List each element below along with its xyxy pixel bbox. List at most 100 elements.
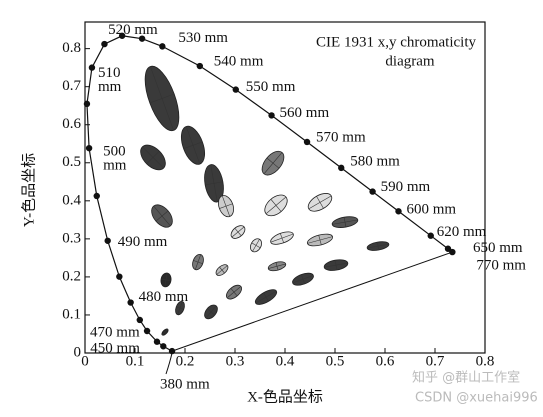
locus-point — [136, 316, 143, 324]
ellipse-axis — [234, 227, 242, 237]
ellipse-axis — [193, 260, 203, 265]
y-tick-label: 0.8 — [62, 40, 81, 56]
y-tick-label: 0.7 — [62, 78, 81, 94]
chart-title: diagram — [385, 53, 434, 69]
locus-point — [232, 86, 239, 93]
ellipse-group — [254, 289, 278, 305]
ellipse-axis — [270, 199, 282, 212]
ellipse-group — [180, 125, 206, 165]
wavelength-label: 480 mm — [139, 289, 189, 305]
ellipse-group — [151, 204, 173, 228]
locus-point — [168, 347, 176, 355]
locus-point — [395, 208, 402, 215]
ellipse-group — [192, 253, 204, 271]
y-tick-label: 0.2 — [62, 268, 81, 284]
ellipse-group — [261, 150, 285, 176]
locus-point — [101, 40, 108, 48]
wavelength-label: 540 mm — [214, 53, 264, 69]
x-tick-label: 0.6 — [376, 353, 395, 369]
ellipse-axis — [149, 93, 175, 104]
locus-point — [338, 164, 345, 172]
wavelength-label: mm — [103, 158, 127, 174]
wavelength-label: 650 mm — [473, 240, 523, 256]
wavelength-label: 510 — [98, 65, 121, 81]
y-axis-label: Y-色品坐标 — [20, 153, 37, 227]
wavelength-label: 570 mm — [316, 129, 366, 145]
ellipse-axis — [219, 266, 225, 274]
ellipse-axis — [205, 181, 223, 186]
ellipse-group — [175, 300, 185, 316]
wavelength-label: 560 mm — [280, 105, 330, 121]
wavelength-label: 620 mm — [437, 224, 487, 240]
ellipse-group — [204, 164, 224, 203]
chart-title: CIE 1931 x,y chromaticity — [316, 34, 476, 50]
y-tick-label: 0.5 — [62, 154, 81, 170]
ellipse-axis — [334, 260, 338, 271]
ellipse-group — [331, 216, 359, 228]
ellipse-group — [160, 272, 172, 288]
x-tick-label: 0.5 — [326, 353, 345, 369]
locus-point — [444, 245, 452, 252]
ellipse-axis — [251, 242, 261, 249]
ellipse-axis — [176, 306, 184, 310]
locus-point — [427, 232, 434, 239]
ellipse-group — [144, 65, 180, 132]
ellipse-axis — [377, 242, 379, 251]
locus-point — [268, 112, 275, 119]
locus-point — [127, 299, 134, 306]
x-tick-label: 0.1 — [126, 353, 145, 369]
ellipse-axis — [146, 150, 160, 165]
ellipse-axis — [163, 330, 167, 334]
locus-point — [159, 43, 166, 50]
wavelength-label: 490 mm — [118, 234, 168, 250]
locus-point — [449, 248, 456, 256]
x-tick-label: 0 — [81, 353, 89, 369]
ellipse-axis — [230, 288, 238, 297]
ellipse-axis — [316, 196, 324, 209]
x-tick-label: 0.3 — [226, 353, 245, 369]
x-tick-label: 0.4 — [276, 353, 295, 369]
ellipse-axis — [301, 274, 305, 284]
ellipse-group — [270, 231, 294, 245]
locus-point — [138, 35, 146, 42]
ellipse-axis — [219, 203, 233, 209]
wavelength-label: 530 mm — [178, 30, 228, 46]
y-tick-label: 0.6 — [62, 116, 81, 132]
locus-point — [104, 237, 111, 244]
locus-point — [196, 62, 203, 70]
wavelength-label: 470 mm — [90, 324, 140, 340]
ellipse-group — [292, 272, 314, 286]
ellipse-axis — [318, 235, 322, 245]
y-tick-label: 0 — [74, 344, 82, 360]
ellipse-group — [307, 193, 333, 212]
wavelength-label: 550 mm — [246, 79, 296, 95]
x-axis-label: X-色品坐标 — [247, 388, 323, 405]
wavelength-label: 590 mm — [381, 179, 431, 195]
wavelength-label: mm — [98, 79, 122, 95]
spectral-locus — [86, 35, 453, 352]
purple-line — [171, 251, 453, 352]
ellipse-group — [267, 261, 287, 272]
ellipse-axis — [263, 292, 269, 302]
y-tick-label: 0.3 — [62, 230, 81, 246]
x-tick-label: 0.7 — [426, 353, 445, 369]
locus-point — [153, 338, 161, 345]
leader-line — [165, 352, 173, 375]
locus-point — [83, 100, 91, 108]
locus-point — [116, 273, 123, 280]
ellipse-group — [140, 144, 166, 171]
ellipse-group — [225, 284, 243, 300]
ellipse-axis — [206, 308, 216, 316]
ellipse-axis — [280, 233, 284, 243]
wavelength-label: 450 mm — [90, 341, 140, 357]
ellipse-group — [204, 304, 218, 320]
ellipse-axis — [343, 217, 347, 228]
locus-point — [93, 192, 100, 200]
watermark: 知乎 @群山工作室 — [412, 370, 520, 386]
y-tick-label: 0.1 — [62, 306, 81, 322]
wavelength-label: 520 mm — [108, 22, 158, 38]
ellipse-group — [215, 264, 229, 276]
ellipse-group — [218, 195, 234, 218]
ellipse-axis — [275, 262, 279, 271]
